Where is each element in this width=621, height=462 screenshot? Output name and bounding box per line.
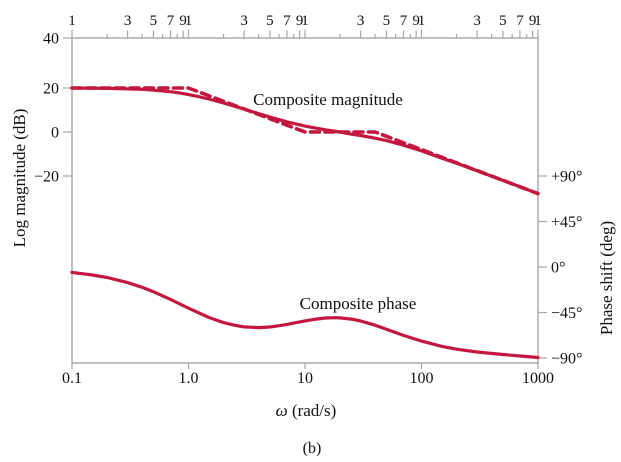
figure-caption: (b) [303, 440, 322, 457]
curve-magnitude-approx [70, 86, 540, 196]
top-tick-label: 9 [179, 13, 187, 29]
top-tick-label: 3 [357, 13, 365, 29]
bottom-axis-title: ω (rad/s) [276, 401, 337, 420]
bottom-axis-ticks [71, 363, 539, 369]
top-tick-label: 7 [167, 13, 175, 29]
bottom-tick-label: 100 [410, 370, 434, 387]
composite-phase-label: Composite phase [300, 294, 417, 313]
top-tick-label: 9 [412, 13, 420, 29]
right-axis-ticks [538, 175, 547, 359]
bottom-tick-label: 10 [297, 370, 313, 387]
left-tick-label: 0 [51, 125, 59, 142]
top-tick-label: 3 [473, 13, 481, 29]
top-tick-label: 1 [301, 13, 309, 29]
right-axis-labels: +90° +45° 0° −45° −90° [551, 169, 582, 368]
right-tick-label: +45° [551, 214, 582, 231]
top-tick-label: 5 [499, 13, 507, 29]
right-axis-title: Phase shift (deg) [597, 221, 616, 335]
bottom-tick-label: 1.0 [179, 370, 199, 387]
top-tick-label: 7 [283, 13, 291, 29]
top-tick-label: 3 [240, 13, 248, 29]
top-tick-label: 9 [529, 13, 537, 29]
top-tick-label: 1 [185, 13, 193, 29]
top-tick-label: 3 [124, 13, 132, 29]
bottom-tick-label: 0.1 [62, 370, 82, 387]
left-axis-labels: 40 20 0 −20 [34, 31, 59, 186]
composite-magnitude-label: Composite magnitude [253, 90, 403, 109]
top-tick-label: 9 [296, 13, 304, 29]
top-tick-label: 5 [266, 13, 274, 29]
left-axis-title: Log magnitude (dB) [10, 109, 29, 248]
top-tick-label: 7 [516, 13, 524, 29]
right-tick-label: −90° [551, 351, 582, 368]
omega-symbol: ω [276, 401, 288, 420]
right-tick-label: −45° [551, 305, 582, 322]
left-tick-label: −20 [34, 169, 59, 186]
top-tick-label: 5 [383, 13, 391, 29]
top-tick-label: 1 [534, 13, 542, 29]
right-tick-label: +90° [551, 169, 582, 186]
curves [70, 86, 540, 360]
left-tick-label: 40 [43, 31, 59, 48]
top-tick-label: 5 [150, 13, 158, 29]
bottom-axis-labels: 0.1 1.0 10 100 1000 [62, 370, 554, 387]
curve-phase [70, 270, 540, 360]
bottom-tick-label: 1000 [522, 370, 554, 387]
top-tick-label: 7 [400, 13, 408, 29]
top-axis-ticks [71, 29, 539, 38]
bottom-axis-units: (rad/s) [288, 401, 337, 420]
top-axis-labels: 1 3 5 7 91 3 5 7 91 3 5 7 91 3 5 7 91 [68, 13, 542, 29]
top-tick-label: 1 [68, 13, 76, 29]
left-axis-ticks [63, 37, 72, 177]
left-tick-label: 20 [43, 81, 59, 98]
top-tick-label: 1 [418, 13, 426, 29]
right-tick-label: 0° [551, 260, 565, 277]
plot-border [71, 37, 539, 364]
